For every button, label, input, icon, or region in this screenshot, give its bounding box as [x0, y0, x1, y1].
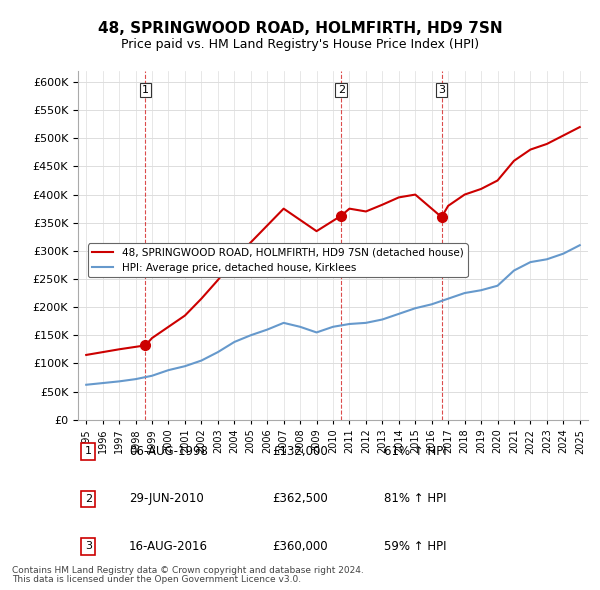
Text: 48, SPRINGWOOD ROAD, HOLMFIRTH, HD9 7SN: 48, SPRINGWOOD ROAD, HOLMFIRTH, HD9 7SN — [98, 21, 502, 35]
Text: Contains HM Land Registry data © Crown copyright and database right 2024.: Contains HM Land Registry data © Crown c… — [12, 566, 364, 575]
Text: £132,000: £132,000 — [272, 445, 328, 458]
Text: 3: 3 — [85, 542, 92, 552]
Text: £360,000: £360,000 — [272, 540, 328, 553]
Text: 59% ↑ HPI: 59% ↑ HPI — [384, 540, 446, 553]
Text: 29-JUN-2010: 29-JUN-2010 — [129, 493, 204, 506]
Text: This data is licensed under the Open Government Licence v3.0.: This data is licensed under the Open Gov… — [12, 575, 301, 584]
Text: 81% ↑ HPI: 81% ↑ HPI — [384, 493, 446, 506]
Text: 16-AUG-2016: 16-AUG-2016 — [129, 540, 208, 553]
Text: 1: 1 — [85, 447, 92, 456]
Text: £362,500: £362,500 — [272, 493, 328, 506]
Text: 2: 2 — [338, 85, 345, 95]
Legend: 48, SPRINGWOOD ROAD, HOLMFIRTH, HD9 7SN (detached house), HPI: Average price, de: 48, SPRINGWOOD ROAD, HOLMFIRTH, HD9 7SN … — [88, 244, 467, 277]
Text: Price paid vs. HM Land Registry's House Price Index (HPI): Price paid vs. HM Land Registry's House … — [121, 38, 479, 51]
Text: 3: 3 — [438, 85, 445, 95]
Text: 61% ↑ HPI: 61% ↑ HPI — [384, 445, 446, 458]
Text: 2: 2 — [85, 494, 92, 504]
Text: 06-AUG-1998: 06-AUG-1998 — [129, 445, 208, 458]
Text: 1: 1 — [142, 85, 149, 95]
